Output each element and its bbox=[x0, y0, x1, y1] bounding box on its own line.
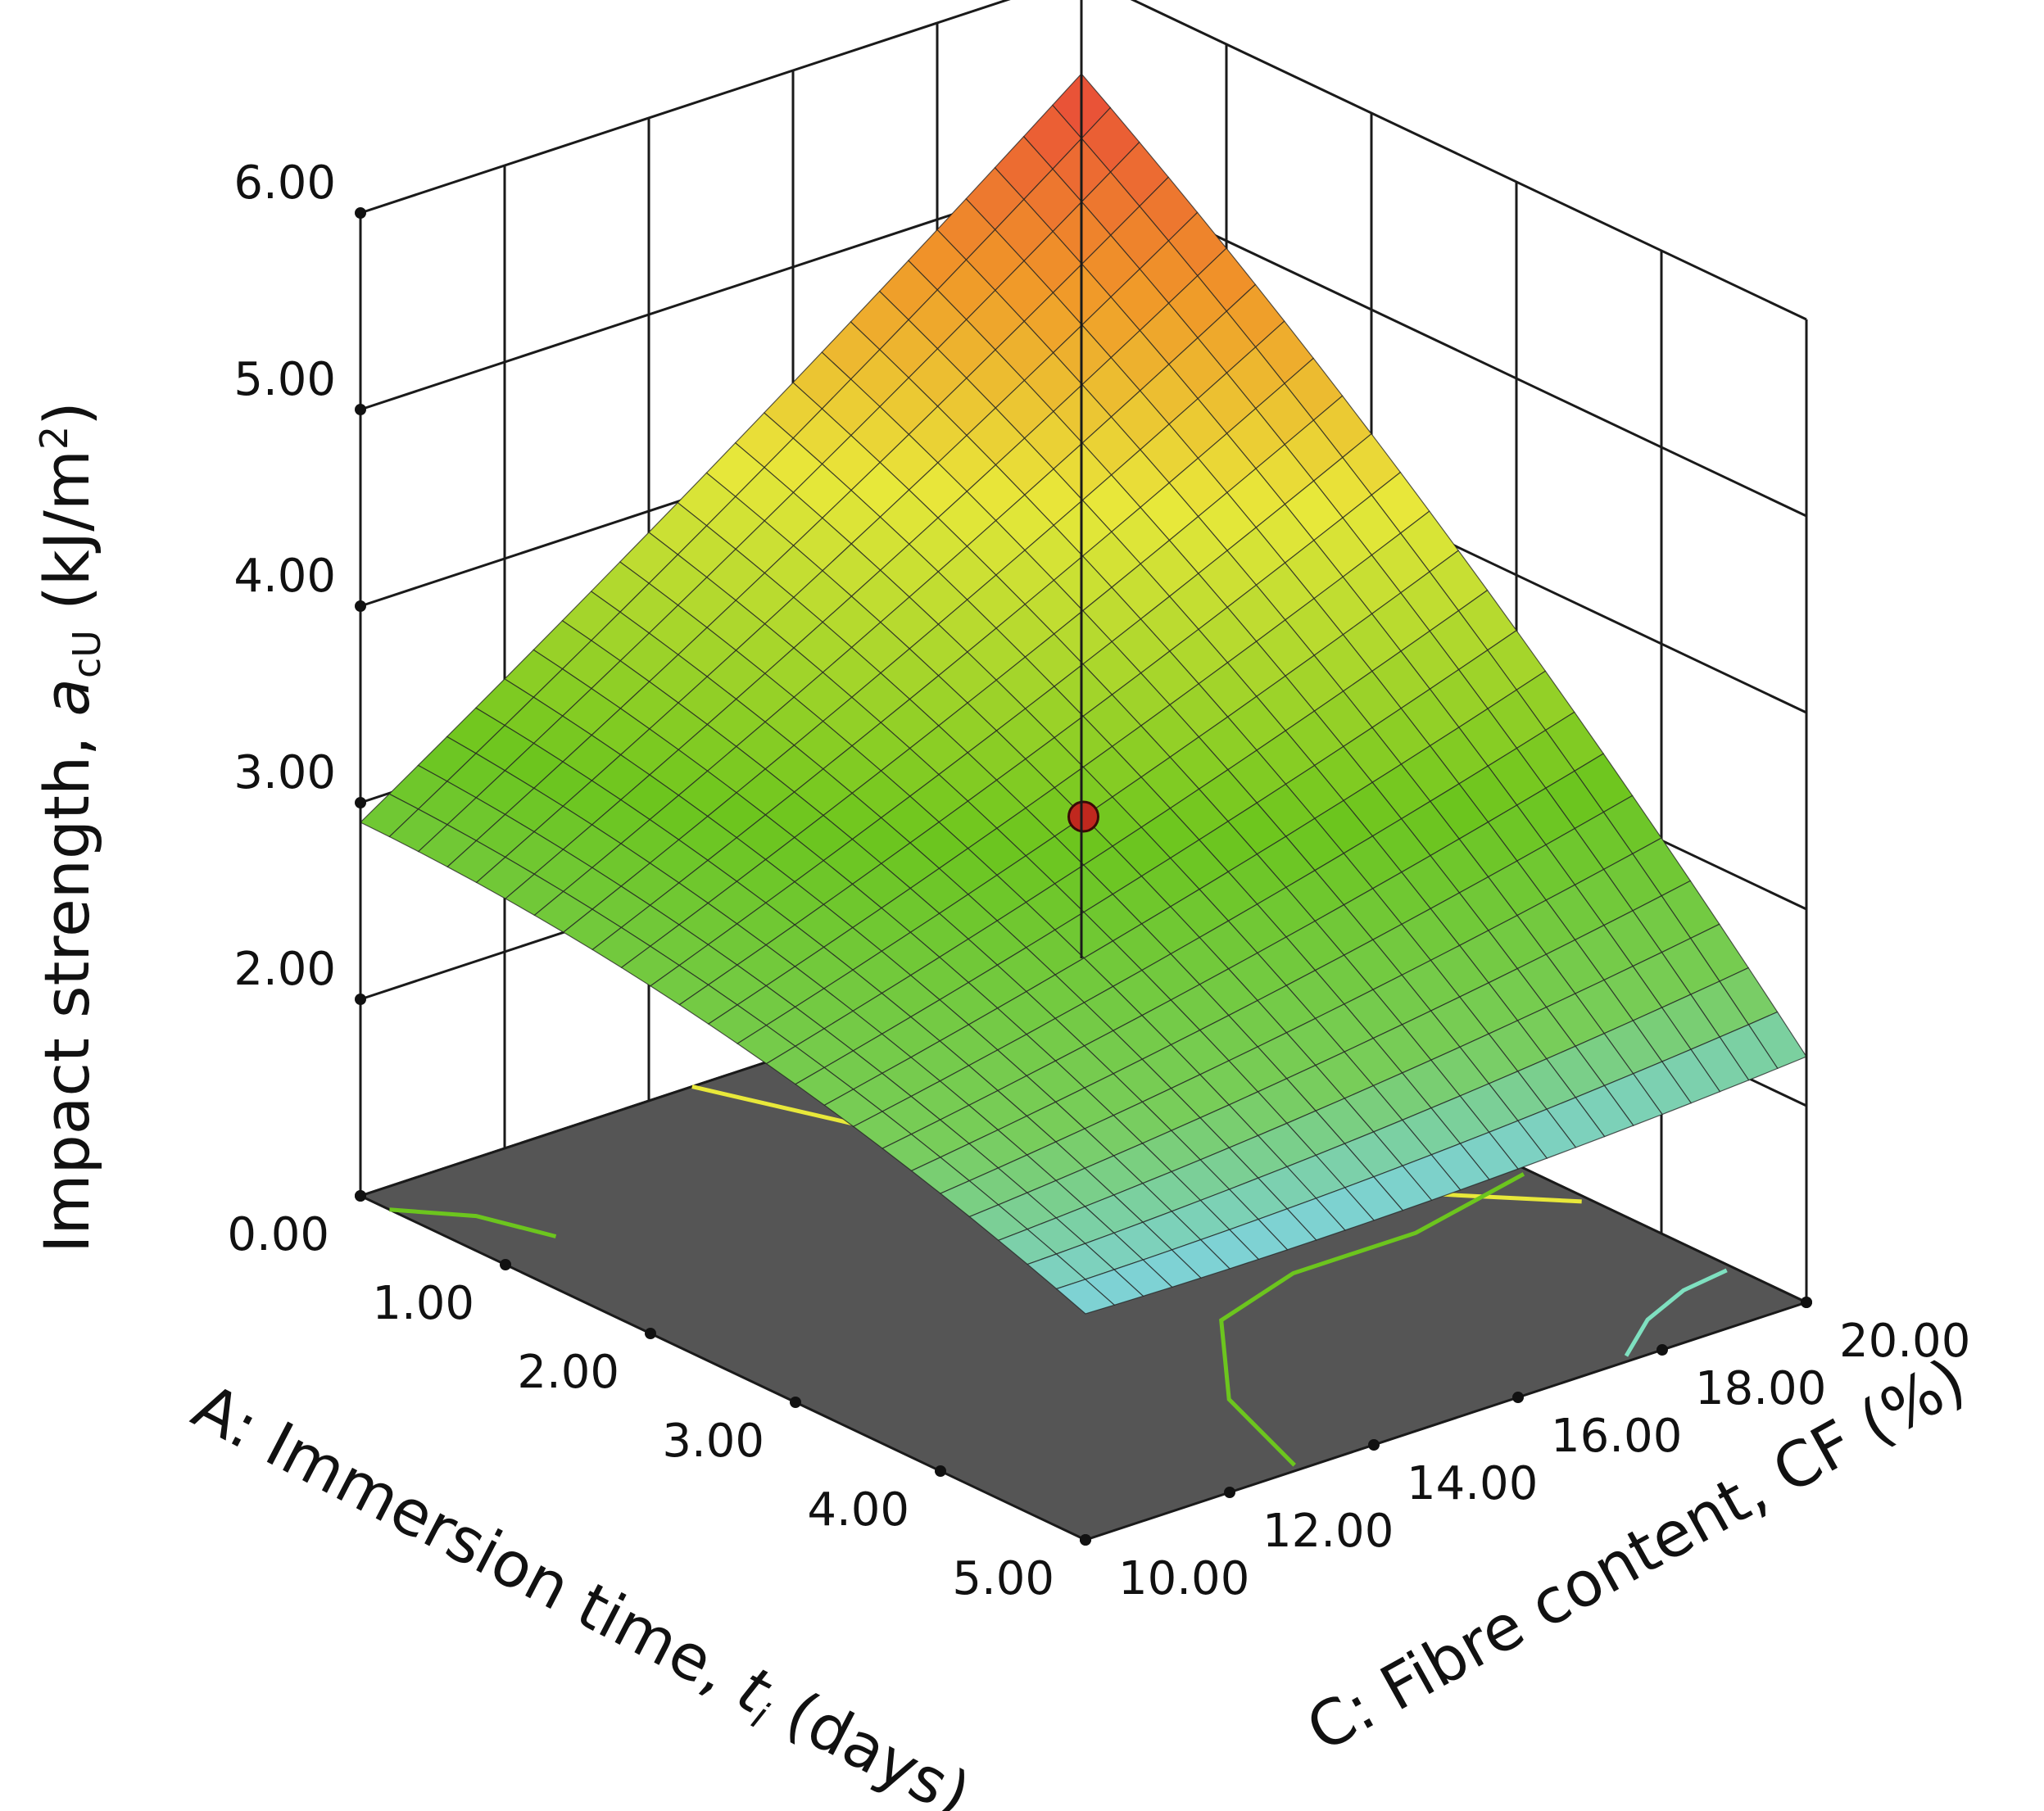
y-tick-dot bbox=[1512, 1392, 1524, 1403]
y-tick-label: 10.00 bbox=[1118, 1552, 1249, 1605]
z-tick-label: 3.00 bbox=[233, 746, 336, 799]
x-tick-label: 2.00 bbox=[517, 1346, 619, 1399]
y-tick-label: 18.00 bbox=[1695, 1362, 1826, 1415]
contour-line bbox=[1219, 1172, 1525, 1467]
x-tick-label: 1.00 bbox=[372, 1277, 474, 1330]
axes-layer: 2.00 3.00 4.00 5.00 6.00 0.00 1.00 2.00 3.00 4.00… bbox=[227, 0, 1970, 1605]
y-tick-label: 12.00 bbox=[1262, 1505, 1394, 1558]
z-tick-dot bbox=[355, 994, 366, 1005]
contour-line bbox=[389, 1207, 557, 1238]
y-tick-dot bbox=[1224, 1487, 1235, 1498]
z-tick-label: 4.00 bbox=[233, 550, 336, 603]
y-tick-label: 14.00 bbox=[1407, 1457, 1538, 1510]
y-tick-dot bbox=[1368, 1439, 1380, 1451]
contour-line bbox=[1624, 1268, 1728, 1357]
z-axis-title: Impact strength, acU (kJ/m2) bbox=[30, 401, 109, 1253]
x-tick-dot bbox=[935, 1465, 946, 1477]
z-tick-label: 2.00 bbox=[233, 943, 336, 996]
x-tick-dot bbox=[645, 1328, 656, 1339]
surface-cell bbox=[1055, 1279, 1116, 1315]
x-tick-dot bbox=[355, 1190, 366, 1202]
z-tick-label: 5.00 bbox=[233, 353, 336, 406]
x-tick-dot bbox=[500, 1259, 511, 1270]
z-tick-label: 6.00 bbox=[233, 156, 336, 210]
y-tick-label: 20.00 bbox=[1839, 1315, 1970, 1368]
y-tick-dot bbox=[1080, 1534, 1091, 1546]
z-tick-dot bbox=[355, 600, 366, 612]
left-wall-hline bbox=[360, 0, 1011, 215]
z-tick-dot bbox=[355, 797, 366, 808]
x-tick-label: 3.00 bbox=[662, 1415, 764, 1468]
x-tick-label: 0.00 bbox=[227, 1208, 329, 1261]
z-tick-dot bbox=[355, 404, 366, 415]
design-point bbox=[1067, 800, 1099, 833]
design-point-layer bbox=[1067, 800, 1099, 833]
x-tick-label: 4.00 bbox=[807, 1483, 909, 1537]
response-surface bbox=[359, 73, 1807, 1315]
z-tick-dot bbox=[355, 207, 366, 219]
y-tick-dot bbox=[1657, 1344, 1668, 1356]
y-tick-label: 16.00 bbox=[1551, 1410, 1682, 1463]
y-tick-dot bbox=[1801, 1297, 1812, 1308]
x-tick-dot bbox=[790, 1397, 801, 1408]
x-axis-title: A: Immersion time, ti (days) bbox=[179, 1370, 981, 1811]
x-tick-label: 5.00 bbox=[952, 1552, 1054, 1605]
right-wall-hline bbox=[1130, 0, 1807, 321]
